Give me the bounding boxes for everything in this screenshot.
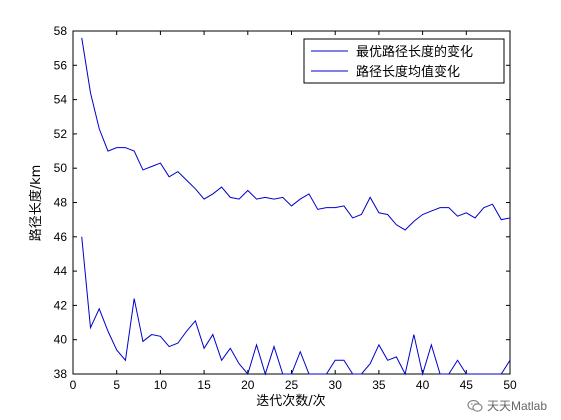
legend-box [303, 38, 505, 84]
legend-label-mean: 路径长度均值变化 [356, 64, 460, 80]
x-tick-label: 50 [503, 378, 517, 392]
x-tick-label: 10 [154, 378, 168, 392]
y-tick-label: 38 [54, 367, 68, 381]
x-tick-label: 35 [372, 378, 386, 392]
y-tick-label: 48 [54, 196, 68, 210]
y-tick-label: 46 [54, 230, 68, 244]
x-tick-label: 45 [460, 378, 474, 392]
y-tick-label: 42 [54, 298, 68, 312]
x-tick-label: 15 [197, 378, 211, 392]
x-tick-label: 25 [285, 378, 299, 392]
x-tick-label: 20 [241, 378, 255, 392]
watermark-text: 天天Matlab [486, 399, 547, 413]
series-line-best [81, 236, 511, 376]
y-tick-label: 40 [54, 333, 68, 347]
x-tick-label: 40 [416, 378, 430, 392]
y-axis-label: 路径长度/km [28, 165, 44, 242]
series-line-mean [81, 37, 511, 231]
x-tick-label: 30 [329, 378, 343, 392]
ticks-layer: 0 5 10 15 20 25 30 35 40 45 50 38 40 42 44 46 48 50 52 54 56… [54, 24, 517, 392]
plot-area [72, 30, 511, 375]
y-tick-label: 56 [54, 58, 68, 72]
legend-label-best: 最优路径长度的变化 [356, 44, 473, 60]
x-tick-label: 5 [113, 378, 120, 392]
x-axis-label: 迭代次数/次 [256, 393, 325, 409]
legend: 最优路径长度的变化 路径长度均值变化 [303, 38, 505, 84]
y-tick-label: 52 [54, 127, 68, 141]
x-tick-label: 0 [70, 378, 77, 392]
wechat-icon [467, 399, 483, 412]
y-tick-label: 44 [54, 264, 68, 278]
y-tick-label: 58 [54, 24, 68, 38]
series-layer [81, 37, 511, 376]
y-tick-label: 50 [54, 161, 68, 175]
y-tick-label: 54 [54, 93, 68, 107]
watermark: 天天Matlab [467, 397, 547, 414]
